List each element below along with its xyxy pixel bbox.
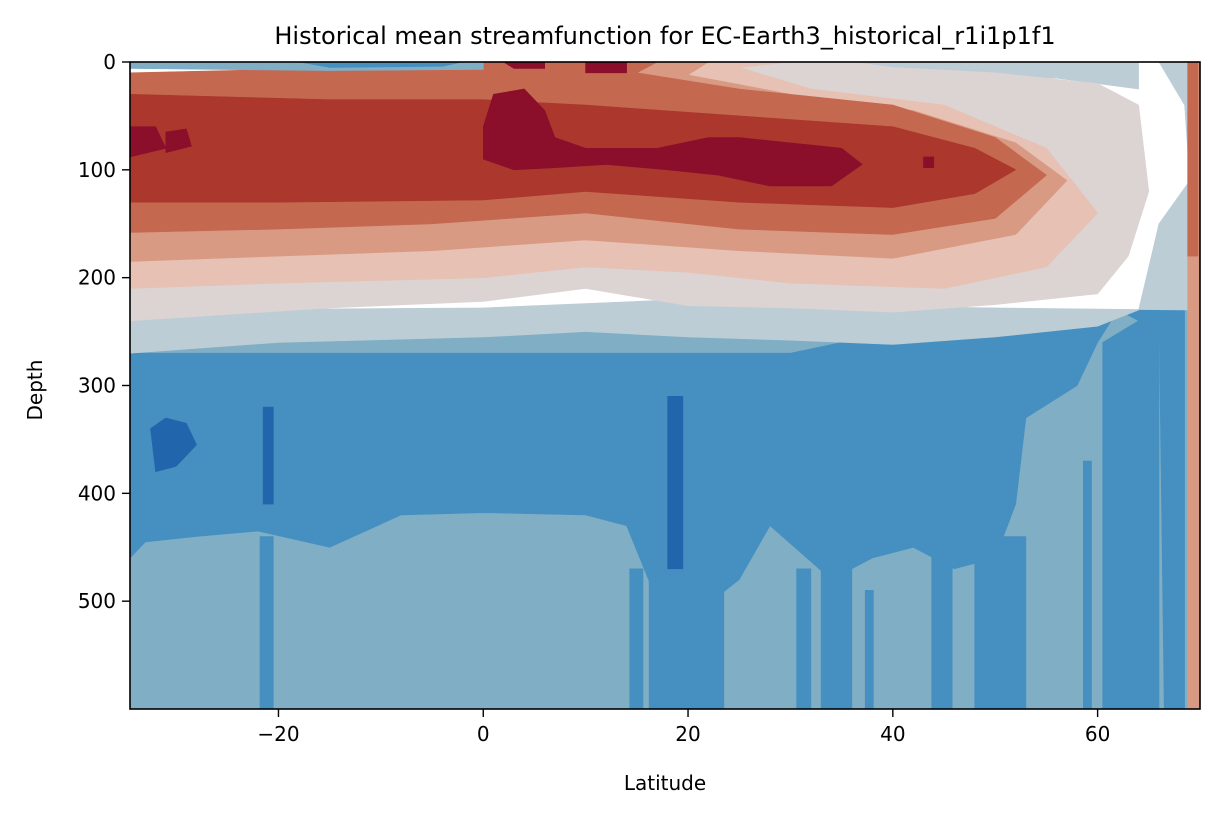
x-axis-label: Latitude [624, 771, 706, 795]
contour-region-mid-blue-col-i [1083, 460, 1092, 709]
contour-region-right-edge-red [1187, 62, 1199, 257]
y-tick-label: 400 [78, 481, 116, 505]
contour-region-crimson-core-c [165, 128, 192, 153]
x-tick-label: −20 [257, 722, 299, 746]
x-tick-label: 40 [880, 722, 905, 746]
contour-fill-layer [130, 62, 1200, 709]
y-tick-label: 200 [78, 266, 116, 290]
chart-title: Historical mean streamfunction for EC-Ea… [274, 22, 1055, 50]
x-axis: −20 0 20 40 60 [257, 709, 1110, 746]
contour-region-surface-crimson-a [503, 62, 546, 69]
contour-region-deep-blue-patch-c [667, 395, 684, 570]
contour-region-mid-blue-col-d [796, 568, 812, 709]
contour-region-mid-blue-col-a [259, 536, 274, 709]
x-tick-label: 20 [675, 722, 700, 746]
contour-region-mid-blue-col-c [648, 568, 725, 709]
x-tick-label: 60 [1085, 722, 1110, 746]
contour-region-deep-blue-patch-a [150, 417, 197, 473]
contour-region-mid-blue-col-f [864, 590, 874, 709]
contour-region-mid-blue-col-b [629, 568, 644, 709]
y-tick-label: 100 [78, 158, 116, 182]
contour-region-mid-blue-col-h [974, 536, 1027, 709]
contour-region-surface-crimson-b [585, 62, 627, 74]
y-tick-label: 500 [78, 589, 116, 613]
contour-region-mid-blue-col-g [931, 536, 953, 709]
x-tick-label: 0 [477, 722, 490, 746]
contour-region-mid-blue-col-e [820, 568, 853, 709]
y-tick-label: 300 [78, 374, 116, 398]
y-axis-label: Depth [23, 360, 47, 421]
contour-region-crimson-core-a [482, 88, 863, 187]
contour-region-mid-blue-band [130, 309, 1185, 709]
y-tick-label: 0 [103, 50, 116, 74]
contour-region-crimson-core-d [923, 156, 935, 168]
contour-region-surface-blue-core [298, 62, 463, 68]
contour-region-deep-blue-patch-b [262, 406, 274, 505]
y-axis: 0 100 200 300 400 500 [78, 50, 130, 613]
